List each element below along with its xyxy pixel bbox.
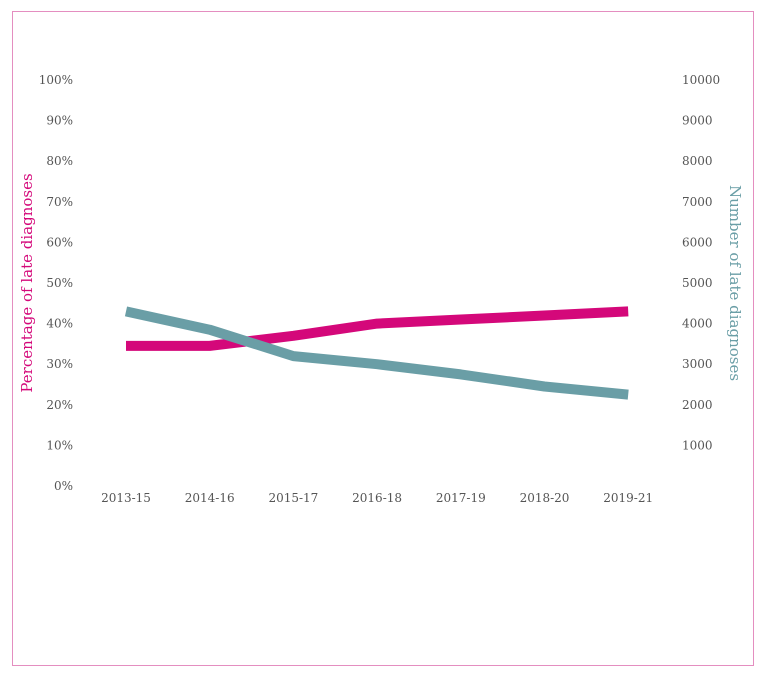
left-axis-ticks: 0% 10% 20% 30% 40% 50% 60% 70% 80% 90% 100% — [39, 73, 73, 493]
left-tick-label: 90% — [46, 114, 73, 128]
right-axis-title: Number of late diagnoses — [726, 185, 744, 381]
left-tick-label: 30% — [46, 357, 73, 371]
chart-frame — [12, 11, 754, 666]
percentage-series-line — [126, 306, 629, 351]
left-tick-label: 70% — [46, 195, 73, 209]
right-tick-label: 4000 — [682, 317, 713, 331]
x-tick-label: 2013-15 — [101, 491, 151, 505]
right-tick-label: 3000 — [682, 357, 713, 371]
x-tick-label: 2017-19 — [436, 491, 486, 505]
x-tick-label: 2018-20 — [520, 491, 570, 505]
right-tick-label: 2000 — [682, 398, 713, 412]
left-tick-label: 0% — [54, 479, 73, 493]
x-tick-label: 2016-18 — [352, 491, 402, 505]
left-tick-label: 100% — [39, 73, 73, 87]
right-axis-ticks: 1000 2000 3000 4000 5000 6000 7000 8000 9000 1000… — [682, 73, 720, 452]
right-tick-label: 9000 — [682, 114, 713, 128]
right-tick-label: 7000 — [682, 195, 713, 209]
x-tick-label: 2015-17 — [268, 491, 318, 505]
right-tick-label: 1000 — [682, 438, 713, 452]
count-series-line — [124, 306, 629, 400]
right-tick-label: 5000 — [682, 276, 713, 290]
left-tick-label: 40% — [46, 317, 73, 331]
left-tick-label: 20% — [46, 398, 73, 412]
left-tick-label: 60% — [46, 235, 73, 249]
x-tick-label: 2019-21 — [603, 491, 653, 505]
series-lines — [124, 306, 629, 400]
left-tick-label: 80% — [46, 154, 73, 168]
right-tick-label: 10000 — [682, 73, 720, 87]
x-tick-label: 2014-16 — [185, 491, 235, 505]
left-axis-title: Percentage of late diagnoses — [18, 173, 36, 392]
right-tick-label: 6000 — [682, 235, 713, 249]
left-tick-label: 10% — [46, 438, 73, 452]
left-tick-label: 50% — [46, 276, 73, 290]
x-axis-ticks: 2013-15 2014-16 2015-17 2016-18 2017-19 2018-… — [101, 491, 653, 505]
right-tick-label: 8000 — [682, 154, 713, 168]
